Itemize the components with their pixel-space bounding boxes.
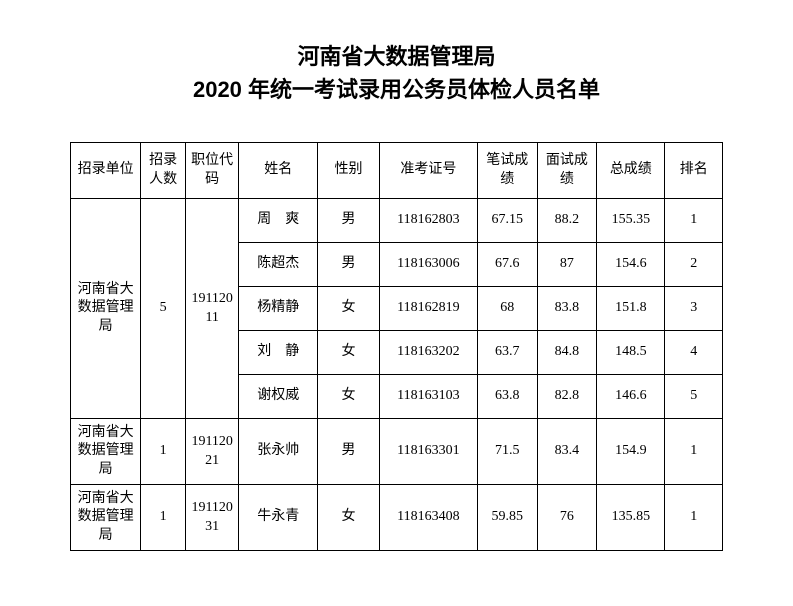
cell-gender: 男	[318, 243, 380, 287]
cell-exam-no: 118163408	[379, 485, 477, 551]
cell-gender: 女	[318, 331, 380, 375]
cell-written: 67.15	[477, 199, 537, 243]
cell-rank: 3	[665, 287, 723, 331]
header-code: 职位代码	[186, 143, 239, 199]
cell-total: 148.5	[597, 331, 665, 375]
cell-exam-no: 118162819	[379, 287, 477, 331]
cell-total: 154.9	[597, 419, 665, 485]
cell-gender: 女	[318, 287, 380, 331]
table-row: 河南省大数据管理局119112021张永帅男11816330171.583.41…	[71, 419, 723, 485]
header-interview: 面试成绩	[537, 143, 597, 199]
header-rank: 排名	[665, 143, 723, 199]
header-unit: 招录单位	[71, 143, 141, 199]
cell-interview: 82.8	[537, 375, 597, 419]
cell-count: 5	[141, 199, 186, 419]
cell-rank: 1	[665, 199, 723, 243]
header-count: 招录人数	[141, 143, 186, 199]
cell-rank: 1	[665, 485, 723, 551]
table-header-row: 招录单位 招录人数 职位代码 姓名 性别 准考证号 笔试成绩 面试成绩 总成绩 …	[71, 143, 723, 199]
cell-code: 19112031	[186, 485, 239, 551]
cell-written: 68	[477, 287, 537, 331]
cell-name: 周 爽	[239, 199, 318, 243]
header-name: 姓名	[239, 143, 318, 199]
cell-exam-no: 118163301	[379, 419, 477, 485]
title-line-2: 2020 年统一考试录用公务员体检人员名单	[70, 73, 723, 106]
cell-rank: 5	[665, 375, 723, 419]
document-title: 河南省大数据管理局 2020 年统一考试录用公务员体检人员名单	[70, 40, 723, 106]
cell-written: 63.8	[477, 375, 537, 419]
cell-rank: 2	[665, 243, 723, 287]
table-row: 河南省大数据管理局119112031牛永青女11816340859.857613…	[71, 485, 723, 551]
cell-rank: 4	[665, 331, 723, 375]
cell-name: 谢权威	[239, 375, 318, 419]
cell-rank: 1	[665, 419, 723, 485]
cell-gender: 女	[318, 485, 380, 551]
cell-interview: 87	[537, 243, 597, 287]
cell-written: 71.5	[477, 419, 537, 485]
cell-interview: 83.8	[537, 287, 597, 331]
cell-code: 19112011	[186, 199, 239, 419]
cell-total: 135.85	[597, 485, 665, 551]
cell-unit: 河南省大数据管理局	[71, 419, 141, 485]
cell-name: 刘 静	[239, 331, 318, 375]
header-total: 总成绩	[597, 143, 665, 199]
header-written: 笔试成绩	[477, 143, 537, 199]
roster-table: 招录单位 招录人数 职位代码 姓名 性别 准考证号 笔试成绩 面试成绩 总成绩 …	[70, 142, 723, 551]
cell-exam-no: 118163103	[379, 375, 477, 419]
cell-gender: 男	[318, 199, 380, 243]
cell-exam-no: 118162803	[379, 199, 477, 243]
table-row: 河南省大数据管理局519112011周 爽男11816280367.1588.2…	[71, 199, 723, 243]
cell-written: 63.7	[477, 331, 537, 375]
cell-name: 陈超杰	[239, 243, 318, 287]
cell-name: 张永帅	[239, 419, 318, 485]
cell-unit: 河南省大数据管理局	[71, 199, 141, 419]
header-exam-no: 准考证号	[379, 143, 477, 199]
header-gender: 性别	[318, 143, 380, 199]
cell-unit: 河南省大数据管理局	[71, 485, 141, 551]
cell-total: 151.8	[597, 287, 665, 331]
cell-name: 杨精静	[239, 287, 318, 331]
cell-count: 1	[141, 419, 186, 485]
cell-gender: 男	[318, 419, 380, 485]
cell-interview: 83.4	[537, 419, 597, 485]
cell-written: 59.85	[477, 485, 537, 551]
cell-written: 67.6	[477, 243, 537, 287]
cell-exam-no: 118163202	[379, 331, 477, 375]
cell-total: 146.6	[597, 375, 665, 419]
cell-interview: 88.2	[537, 199, 597, 243]
cell-count: 1	[141, 485, 186, 551]
cell-total: 154.6	[597, 243, 665, 287]
table-body: 河南省大数据管理局519112011周 爽男11816280367.1588.2…	[71, 199, 723, 551]
cell-exam-no: 118163006	[379, 243, 477, 287]
cell-gender: 女	[318, 375, 380, 419]
cell-interview: 84.8	[537, 331, 597, 375]
cell-interview: 76	[537, 485, 597, 551]
cell-name: 牛永青	[239, 485, 318, 551]
title-line-1: 河南省大数据管理局	[70, 40, 723, 73]
cell-total: 155.35	[597, 199, 665, 243]
cell-code: 19112021	[186, 419, 239, 485]
